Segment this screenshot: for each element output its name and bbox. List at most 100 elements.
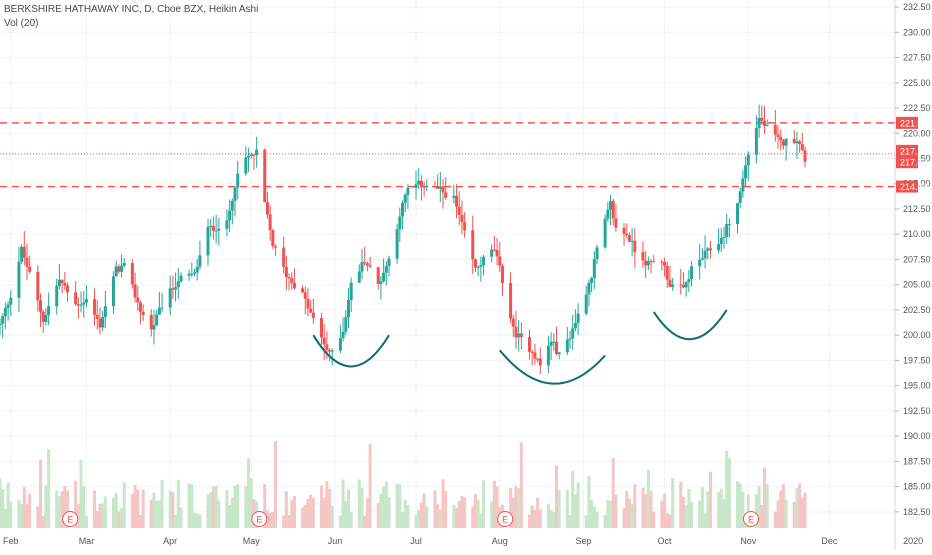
volume-bar [20, 503, 24, 528]
candle-body [214, 230, 218, 232]
candle-body [473, 259, 477, 268]
volume-bar [627, 498, 631, 528]
volume-bar [325, 481, 329, 528]
candle-body [152, 325, 156, 330]
volume-bar [698, 500, 702, 528]
volume-bar [187, 483, 191, 528]
volume-bar [74, 480, 78, 528]
candle-body [679, 284, 683, 286]
price-level-tag [896, 116, 918, 129]
volume-bar [198, 514, 202, 528]
volume-bar [741, 491, 745, 528]
candle-body [557, 352, 561, 355]
candle-body [79, 304, 83, 306]
candle-body [708, 248, 712, 251]
candle-body [292, 282, 296, 289]
time-tick-label: Nov [740, 536, 757, 546]
volume-bar [476, 499, 480, 528]
candle-body [98, 318, 102, 328]
candle-body [95, 314, 99, 319]
volume-bar [346, 489, 350, 528]
candle-body [198, 255, 202, 267]
volume-bar [365, 498, 369, 528]
volume-bar [514, 485, 518, 528]
volume-bar [292, 496, 296, 528]
volume-bar [436, 504, 440, 528]
volume-bar [779, 490, 783, 528]
candle-body [268, 214, 272, 231]
volume-bar [590, 499, 594, 528]
candle-body [417, 180, 421, 185]
candle-body [441, 186, 445, 193]
candle-body [133, 284, 137, 298]
candle-body [476, 266, 480, 268]
price-level-tag-label: 221.03 [900, 118, 928, 128]
candle-body [271, 230, 275, 247]
candle-body [384, 266, 388, 273]
candle-body [136, 297, 140, 303]
candle-body [798, 141, 802, 145]
volume-bar [401, 512, 405, 528]
candle-body [668, 279, 672, 287]
volume-bar [738, 483, 742, 528]
candle-body [395, 229, 399, 259]
candle-body [382, 272, 386, 282]
volume-bar [363, 515, 367, 528]
volume-bar [368, 444, 372, 528]
volume-bar [63, 485, 67, 528]
volume-bar [122, 482, 126, 528]
volume-bar [444, 490, 448, 528]
time-tick-label: Oct [658, 536, 673, 546]
volume-bar [349, 512, 353, 528]
volume-bar [414, 515, 418, 528]
volume-bar [681, 496, 685, 528]
volume-bar [576, 482, 580, 528]
volume-bar [536, 497, 540, 528]
candle-body [425, 185, 429, 187]
volume-bar [703, 513, 707, 528]
volume-bar [176, 479, 180, 528]
volume-bar [344, 501, 348, 528]
volume-bar [387, 497, 391, 528]
volume-bar [82, 485, 86, 528]
candle-body [376, 267, 380, 284]
earnings-marker-label: E [256, 515, 262, 525]
candle-body [236, 173, 240, 188]
volume-bar [660, 500, 664, 528]
candle-body [690, 266, 694, 280]
volume-bar [663, 493, 667, 528]
candle-body [114, 266, 118, 277]
volume-label[interactable]: Vol (20) [4, 18, 39, 29]
price-tick-label: 210.00 [903, 229, 931, 239]
candle-body [22, 246, 26, 258]
price-tick-label: 222.50 [903, 103, 931, 113]
candle-body [700, 258, 704, 260]
volume-bar [22, 487, 26, 528]
volume-bar [114, 492, 118, 528]
volume-bar [17, 500, 21, 528]
price-axis-bg [895, 0, 932, 550]
time-tick-label: 2020 [903, 536, 923, 546]
volume-bar [671, 478, 675, 528]
candle-body [368, 265, 372, 268]
volume-bar [495, 486, 499, 528]
candle-body [625, 233, 629, 236]
symbol-title[interactable]: BERKSHIRE HATHAWAY INC, D, Cboe BZX, Hei… [4, 4, 259, 15]
volume-bar [236, 484, 240, 528]
candle-body [319, 317, 323, 338]
candle-body [287, 277, 291, 279]
volume-bar [603, 515, 607, 528]
candle-body [517, 333, 521, 338]
candle-body [230, 200, 234, 211]
candle-body [290, 278, 294, 283]
volume-bar [28, 493, 32, 528]
volume-bar [233, 485, 237, 528]
candle-body [792, 138, 796, 144]
price-tick-label: 202.50 [903, 305, 931, 315]
candle-body [584, 294, 588, 314]
price-level-lines [0, 122, 895, 188]
volume-bar [592, 506, 596, 528]
volume-bar [457, 501, 461, 528]
